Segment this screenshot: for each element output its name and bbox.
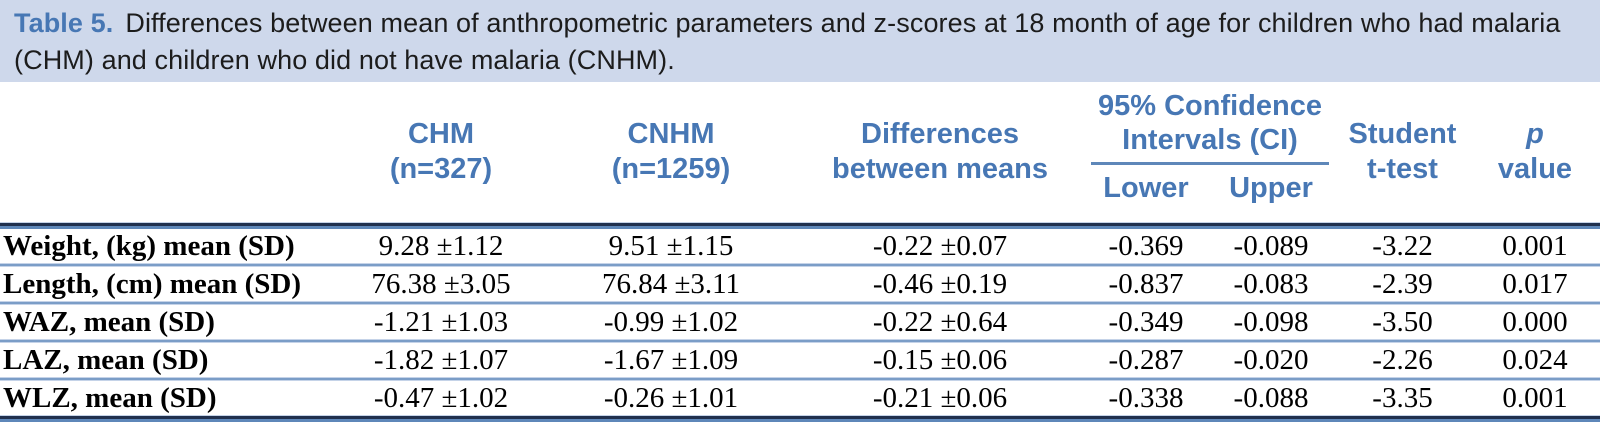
diff-means-cell: -0.22 ±0.64	[872, 306, 1008, 338]
ci-lower-cell: -0.349	[1108, 306, 1184, 338]
header-student-line2: t-test	[1367, 153, 1438, 185]
header-cnhm-line1: CNHM	[627, 118, 715, 150]
table-bottom-rule	[0, 415, 1600, 422]
ci-upper-cell: -0.083	[1233, 268, 1309, 300]
header-p-line1: p	[1526, 118, 1544, 150]
chm-value-cell: 9.28 ±1.12	[378, 230, 504, 262]
t-test-cell: -3.35	[1372, 382, 1433, 414]
p-value-cell: 0.017	[1502, 268, 1568, 300]
row-label-cell: Weight, (kg) mean (SD)	[3, 230, 295, 262]
chm-value-cell: -1.82 ±1.07	[373, 344, 509, 376]
ci-lower-cell: -0.287	[1108, 344, 1184, 376]
diff-means-cell: -0.46 ±0.19	[872, 268, 1008, 300]
header-bottom-rule	[0, 222, 1600, 229]
chm-value-cell: -0.47 ±1.02	[373, 382, 509, 414]
header-p-line2: value	[1497, 153, 1573, 185]
header-cnhm-line2: (n=1259)	[611, 153, 731, 185]
header-row-label	[0, 82, 335, 222]
cnhm-value-cell: 76.84 ±3.11	[601, 268, 741, 300]
header-chm-line1: CHM	[407, 118, 475, 150]
header-ci-group: 95% Confidence Intervals (CI) Lower Uppe…	[1085, 82, 1335, 222]
header-ci-upper: Upper	[1229, 172, 1313, 204]
header-cnhm: CNHM (n=1259)	[547, 82, 795, 222]
header-ci-line1: 95% Confidence	[1098, 90, 1322, 122]
header-ci-line2: Intervals (CI)	[1122, 124, 1298, 156]
ci-group-rule	[1091, 162, 1329, 165]
p-value-cell: 0.000	[1502, 306, 1568, 338]
table-body: Weight, (kg) mean (SD) 9.28 ±1.12 9.51 ±…	[0, 229, 1600, 415]
p-value-cell: 0.001	[1502, 382, 1568, 414]
ci-upper-cell: -0.098	[1233, 306, 1309, 338]
p-value-cell: 0.001	[1502, 230, 1568, 262]
header-chm-line2: (n=327)	[389, 153, 493, 185]
table-caption: Table 5. Differences between mean of anth…	[0, 0, 1600, 82]
chm-value-cell: -1.21 ±1.03	[373, 306, 509, 338]
chm-value-cell: 76.38 ±3.05	[371, 268, 511, 300]
header-differences: Differences between means	[795, 82, 1085, 222]
ci-lower-cell: -0.338	[1108, 382, 1184, 414]
row-separator-rule	[0, 377, 1600, 381]
t-test-cell: -3.22	[1372, 230, 1433, 262]
table-row: Weight, (kg) mean (SD) 9.28 ±1.12 9.51 ±…	[0, 229, 1600, 263]
table-row: Length, (cm) mean (SD) 76.38 ±3.05 76.84…	[0, 267, 1600, 301]
ci-upper-cell: -0.089	[1233, 230, 1309, 262]
row-separator-rule	[0, 339, 1600, 343]
cnhm-value-cell: -0.99 ±1.02	[603, 306, 739, 338]
diff-means-cell: -0.15 ±0.06	[872, 344, 1008, 376]
cnhm-value-cell: -1.67 ±1.09	[603, 344, 739, 376]
header-student-line1: Student	[1348, 118, 1457, 150]
ci-lower-cell: -0.369	[1108, 230, 1184, 262]
diff-means-cell: -0.21 ±0.06	[872, 382, 1008, 414]
p-value-cell: 0.024	[1502, 344, 1568, 376]
ci-upper-cell: -0.088	[1233, 382, 1309, 414]
t-test-cell: -2.26	[1372, 344, 1433, 376]
ci-upper-cell: -0.020	[1233, 344, 1309, 376]
table-row: WLZ, mean (SD) -0.47 ±1.02 -0.26 ±1.01 -…	[0, 381, 1600, 415]
header-ci-subrow: Lower Upper	[1085, 169, 1335, 207]
row-separator-rule	[0, 263, 1600, 267]
cnhm-value-cell: -0.26 ±1.01	[603, 382, 739, 414]
table-number: Table 5.	[14, 8, 114, 38]
ci-lower-cell: -0.837	[1108, 268, 1184, 300]
table-row: WAZ, mean (SD) -1.21 ±1.03 -0.99 ±1.02 -…	[0, 305, 1600, 339]
cnhm-value-cell: 9.51 ±1.15	[608, 230, 734, 262]
header-chm: CHM (n=327)	[335, 82, 547, 222]
row-separator-rule	[0, 301, 1600, 305]
t-test-cell: -2.39	[1372, 268, 1433, 300]
header-p-value: p value	[1470, 82, 1600, 222]
t-test-cell: -3.50	[1372, 306, 1433, 338]
caption-text: Differences between mean of anthropometr…	[14, 8, 1561, 75]
header-student-ttest: Student t-test	[1335, 82, 1470, 222]
row-label-cell: WAZ, mean (SD)	[3, 306, 215, 338]
diff-means-cell: -0.22 ±0.07	[872, 230, 1008, 262]
row-label-cell: Length, (cm) mean (SD)	[3, 268, 302, 300]
header-differences-line2: between means	[832, 153, 1048, 185]
table-row: LAZ, mean (SD) -1.82 ±1.07 -1.67 ±1.09 -…	[0, 343, 1600, 377]
header-differences-line1: Differences	[861, 118, 1019, 150]
row-label-cell: WLZ, mean (SD)	[3, 382, 217, 414]
header-ci-lower: Lower	[1103, 172, 1189, 204]
table-header-row: CHM (n=327) CNHM (n=1259) Differences be…	[0, 82, 1600, 222]
row-label-cell: LAZ, mean (SD)	[3, 344, 209, 376]
